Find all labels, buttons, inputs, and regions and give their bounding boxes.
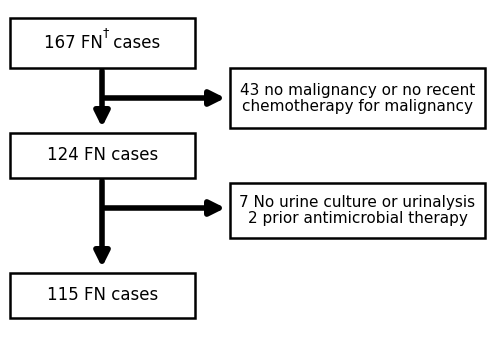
FancyBboxPatch shape <box>10 18 195 68</box>
Text: †: † <box>102 26 109 39</box>
Text: 167 FN: 167 FN <box>44 34 102 52</box>
Text: 7 No urine culture or urinalysis: 7 No urine culture or urinalysis <box>240 195 476 210</box>
FancyBboxPatch shape <box>10 273 195 318</box>
FancyBboxPatch shape <box>10 133 195 178</box>
Text: 124 FN cases: 124 FN cases <box>47 146 158 165</box>
Text: 115 FN cases: 115 FN cases <box>47 287 158 305</box>
FancyBboxPatch shape <box>230 68 485 128</box>
Text: cases: cases <box>108 34 161 52</box>
Text: 43 no malignancy or no recent: 43 no malignancy or no recent <box>240 82 475 97</box>
Text: chemotherapy for malignancy: chemotherapy for malignancy <box>242 98 473 114</box>
FancyBboxPatch shape <box>230 183 485 238</box>
Text: 2 prior antimicrobial therapy: 2 prior antimicrobial therapy <box>248 211 468 226</box>
